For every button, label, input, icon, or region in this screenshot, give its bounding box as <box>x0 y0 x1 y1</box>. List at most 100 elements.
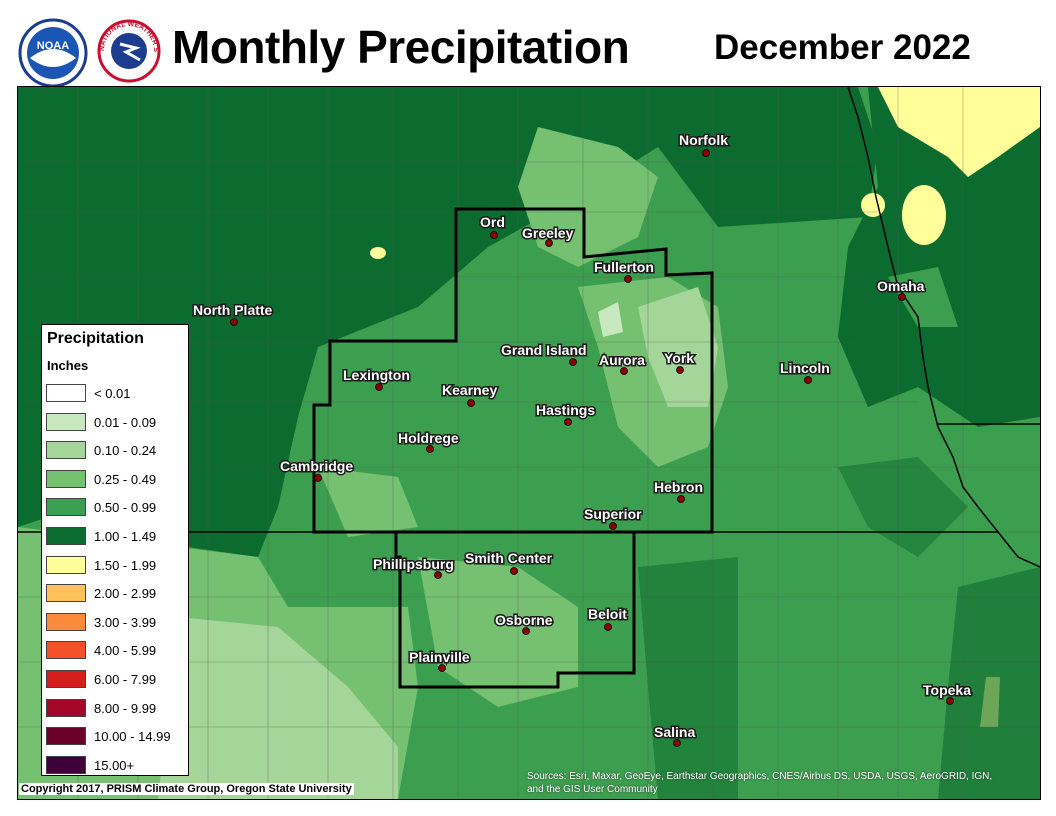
city-hebron[interactable]: Hebron <box>653 478 705 503</box>
city-omaha[interactable]: Omaha <box>876 277 926 301</box>
legend-units: Inches <box>47 358 89 373</box>
city-label: Lincoln <box>780 360 830 376</box>
city-kearney[interactable]: Kearney <box>441 381 499 407</box>
city-fullerton[interactable]: Fullerton <box>593 258 655 283</box>
legend-swatch <box>46 755 86 774</box>
basemap-credits: Sources: Esri, Maxar, GeoEye, Earthstar … <box>527 770 1027 796</box>
legend-row: 0.10 - 0.24 <box>46 440 186 460</box>
legend-row: 3.00 - 3.99 <box>46 612 186 632</box>
city-label: Holdrege <box>398 430 459 446</box>
region-0.50-0.99-omaha <box>888 267 958 327</box>
legend-swatch <box>46 527 86 545</box>
region-0.10-0.24-kansas <box>158 617 398 799</box>
city-label: Aurora <box>599 352 645 368</box>
region-0.01-0.09-aurora <box>598 302 623 337</box>
legend-label: 2.00 - 2.99 <box>94 586 157 602</box>
legend-swatch <box>46 698 86 717</box>
legend-swatch <box>46 555 86 574</box>
legend-label: 8.00 - 9.99 <box>94 700 157 716</box>
city-label: Phillipsburg <box>373 556 454 572</box>
legend-row: 15.00+ <box>46 755 186 775</box>
copyright-text: Copyright 2017, PRISM Climate Group, Ore… <box>19 783 354 795</box>
map-title: Monthly Precipitation <box>172 21 630 73</box>
city-label: Omaha <box>877 278 925 294</box>
city-label: Hastings <box>536 402 595 418</box>
city-label: Greeley <box>522 225 574 241</box>
city-label: York <box>664 350 694 366</box>
legend-label: 1.50 - 1.99 <box>94 557 157 573</box>
region-1.00-1.49-topeka <box>938 567 1040 799</box>
map-header: NOAA NATIONAL WEATHER SERVICE Monthly Pr… <box>0 0 1056 88</box>
legend-row: 6.00 - 7.99 <box>46 669 186 689</box>
city-label: Ord <box>480 214 505 230</box>
noaa-logo-text: NOAA <box>37 40 69 52</box>
region-1.00-1.49-east <box>838 87 1040 427</box>
legend-row: < 0.01 <box>46 383 186 403</box>
city-greeley[interactable]: Greeley <box>521 224 575 247</box>
legend-row: 0.01 - 0.09 <box>46 412 186 432</box>
city-label: Salina <box>654 724 695 740</box>
legend-label: 15.00+ <box>94 757 135 773</box>
region-1.50-1.99-blair <box>861 193 885 217</box>
legend-row: 4.00 - 5.99 <box>46 640 186 660</box>
city-grand-island[interactable]: Grand Island <box>500 341 588 366</box>
legend-row: 2.00 - 2.99 <box>46 583 186 603</box>
city-ord[interactable]: Ord <box>479 213 506 239</box>
region-1.00-1.49-northwest <box>18 87 878 557</box>
credits-line-1: Sources: Esri, Maxar, GeoEye, Earthstar … <box>527 771 993 782</box>
legend-swatch <box>46 612 86 631</box>
city-label: Hebron <box>654 479 703 495</box>
city-york[interactable]: York <box>663 349 696 374</box>
city-beloit[interactable]: Beloit <box>587 605 629 631</box>
city-label: Cambridge <box>280 458 353 474</box>
city-plainville[interactable]: Plainville <box>408 648 471 672</box>
noaa-logo: NOAA <box>18 18 88 88</box>
region-1.50-1.99-omaha <box>902 185 946 245</box>
city-hastings[interactable]: Hastings <box>535 401 597 426</box>
city-label: Grand Island <box>501 342 587 358</box>
legend-swatch <box>46 498 86 517</box>
legend-row: 10.00 - 14.99 <box>46 726 186 746</box>
city-label: Plainville <box>409 649 470 665</box>
city-phillipsburg[interactable]: Phillipsburg <box>372 555 455 579</box>
legend-swatch <box>46 584 86 603</box>
legend-row: 1.50 - 1.99 <box>46 555 186 575</box>
city-topeka[interactable]: Topeka <box>922 681 973 705</box>
legend-row: 0.50 - 0.99 <box>46 497 186 517</box>
legend-row: 8.00 - 9.99 <box>46 698 186 718</box>
legend-swatch <box>46 412 86 431</box>
legend-label: 6.00 - 7.99 <box>94 672 157 687</box>
city-holdrege[interactable]: Holdrege <box>397 429 460 453</box>
legend-title: Precipitation <box>47 330 144 347</box>
legend-swatch <box>46 384 86 402</box>
city-salina[interactable]: Salina <box>653 723 697 747</box>
legend-label: 1.00 - 1.49 <box>94 529 157 544</box>
legend-label: 3.00 - 3.99 <box>94 614 157 630</box>
city-norfolk[interactable]: Norfolk <box>678 131 730 157</box>
city-cambridge[interactable]: Cambridge <box>279 457 355 482</box>
legend-swatch <box>46 469 86 488</box>
city-label: Topeka <box>923 682 971 698</box>
city-superior[interactable]: Superior <box>583 505 644 530</box>
region-0.10-0.24-york <box>638 287 718 407</box>
city-lexington[interactable]: Lexington <box>342 366 411 391</box>
region-1.50-1.99-northeast <box>878 87 1040 177</box>
map-legend: Precipitation Inches < 0.01 0.01 - 0.09 0.… <box>41 324 189 776</box>
city-label: Norfolk <box>679 132 728 148</box>
city-label: Lexington <box>343 367 410 383</box>
city-label: Superior <box>584 506 642 522</box>
city-aurora[interactable]: Aurora <box>598 351 647 375</box>
legend-swatch <box>46 641 86 660</box>
legend-label: 10.00 - 14.99 <box>94 729 171 745</box>
city-smith-center[interactable]: Smith Center <box>464 549 554 575</box>
city-north-platte[interactable]: North Platte <box>192 301 274 326</box>
credits-line-2: and the GIS User Community <box>527 784 658 795</box>
city-label: Smith Center <box>465 550 553 566</box>
city-osborne[interactable]: Osborne <box>494 611 554 635</box>
city-lincoln[interactable]: Lincoln <box>779 359 831 384</box>
legend-label: 4.00 - 5.99 <box>94 643 157 659</box>
legend-label: 0.25 - 0.49 <box>94 471 157 487</box>
city-label: Fullerton <box>594 259 654 275</box>
legend-swatch <box>46 727 86 746</box>
city-label: Osborne <box>495 612 553 628</box>
